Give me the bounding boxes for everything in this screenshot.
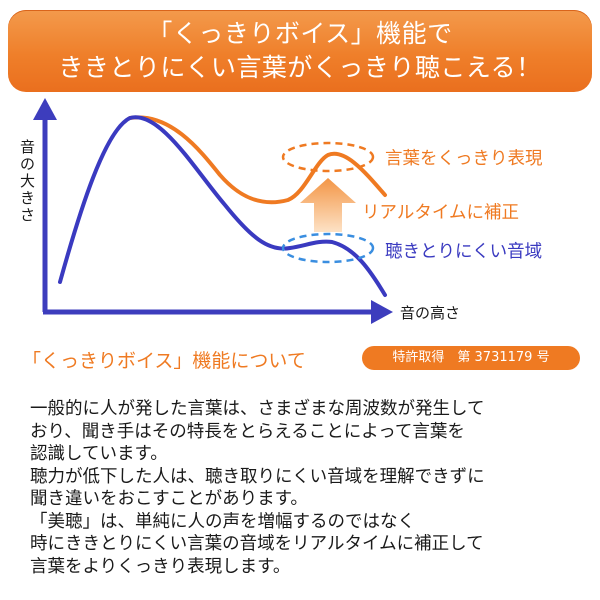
correction-label: リアルタイムに補正 [362,203,519,223]
x-axis-label: 音の高さ [400,304,460,322]
hard-range-highlight-ellipse [281,232,375,264]
hard-range-label: 聴きとりにくい音域 [385,242,542,262]
y-axis [33,98,57,312]
description-text: 一般的に人が発した言葉は、さまざまな周波数が発生して おり、聞き手はその特長をと… [30,398,590,578]
headline-line-2: ききとりにくい言葉がくっきり聴こえる！ [58,53,542,82]
frequency-diagram: 音の大きさ 音の高さ 言葉をくっきり表現 リアルタイムに補正 聴きとりにくい音域 [20,98,543,324]
description-line: 聞き違いをおこすことがあります。 [30,489,308,509]
correction-arrow-icon [300,178,356,232]
description-line: 言葉をよりくっきり表現します。 [30,556,291,577]
enhanced-curve [128,115,387,205]
y-axis-label: 音の大きさ [20,138,35,224]
original-curve [58,115,387,297]
patent-badge: 特許取得 第 3731179 号 [362,346,580,370]
description-line: 時にききとりにくい言葉の音域をリアルタイムに補正して [30,534,484,554]
headline-banner: 「くっきりボイス」機能で ききとりにくい言葉がくっきり聴こえる！ [8,10,592,92]
description-line: 「美聴」は、単純に人の声を増幅するのではなく [30,511,415,532]
headline-line-1: 「くっきりボイス」機能で [147,19,453,48]
section-title: 「くっきりボイス」機能について [22,350,306,372]
description-line: おり、聞き手はその特長をとらえることによって言葉を [30,421,465,442]
description-line: 一般的に人が発した言葉は、さまざまな周波数が発生して [30,399,485,419]
enhanced-highlight-ellipse [281,141,375,173]
description-line: 聴力が低下した人は、聴き取りにくい音域を理解できずに [30,466,485,487]
x-axis [43,300,393,324]
enhanced-label: 言葉をくっきり表現 [385,149,543,169]
description-line: 認識しています。 [30,444,168,464]
